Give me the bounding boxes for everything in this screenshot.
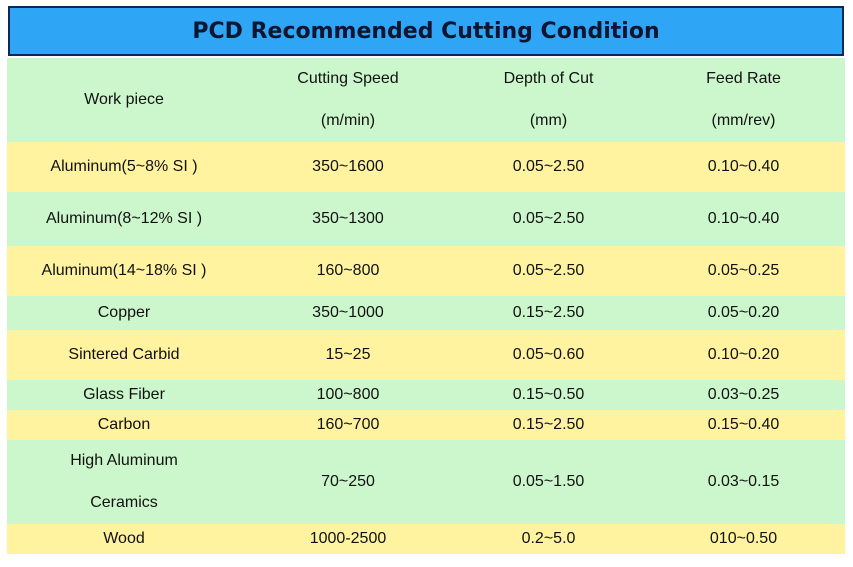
cell-workpiece: Carbon [97, 416, 151, 433]
cell-workpiece: Aluminum(5~8% SI ) [50, 158, 198, 175]
header-workpiece: Work piece [84, 91, 164, 108]
header-cutting-speed-unit: (m/min) [320, 112, 376, 129]
table-row: Glass Fiber 100~800 0.15~0.50 0.03~0.25 [7, 380, 845, 410]
cell-feed-rate: 0.10~0.40 [707, 158, 780, 175]
cell-cutting-speed: 70~250 [321, 473, 375, 490]
table-title: PCD Recommended Cutting Condition [8, 6, 844, 56]
cell-workpiece: Aluminum(14~18% SI ) [41, 262, 207, 279]
header-cutting-speed: Cutting Speed (m/min) [241, 58, 455, 142]
cell-depth-of-cut: 0.15~0.50 [512, 386, 585, 403]
cell-cutting-speed: 160~700 [316, 416, 380, 433]
cell-workpiece: High Aluminum Ceramics [7, 440, 241, 524]
cell-feed-rate: 0.03~0.15 [707, 473, 780, 490]
cell-workpiece: Copper [97, 304, 151, 321]
table-row: High Aluminum Ceramics 70~250 0.05~1.50 … [7, 440, 845, 524]
header-feed-rate-label: Feed Rate [706, 70, 781, 87]
header-depth-of-cut-label: Depth of Cut [503, 70, 594, 87]
cell-feed-rate: 0.10~0.40 [707, 210, 780, 227]
cell-depth-of-cut: 0.05~2.50 [512, 210, 585, 227]
table-header-row: Work piece Cutting Speed (m/min) Depth o… [7, 58, 845, 142]
header-cutting-speed-label: Cutting Speed [297, 70, 399, 87]
cell-cutting-speed: 350~1000 [312, 304, 384, 321]
cell-feed-rate: 0.15~0.40 [707, 416, 780, 433]
cell-depth-of-cut: 0.15~2.50 [512, 304, 585, 321]
cell-feed-rate: 0.03~0.25 [707, 386, 780, 403]
table-row: Copper 350~1000 0.15~2.50 0.05~0.20 [7, 296, 845, 330]
table-row: Sintered Carbid 15~25 0.05~0.60 0.10~0.2… [7, 330, 845, 380]
cell-cutting-speed: 1000-2500 [309, 530, 387, 547]
cell-depth-of-cut: 0.05~1.50 [512, 473, 585, 490]
header-depth-of-cut: Depth of Cut (mm) [455, 58, 642, 142]
cell-depth-of-cut: 0.05~2.50 [512, 158, 585, 175]
cell-feed-rate: 0.10~0.20 [707, 346, 780, 363]
cell-depth-of-cut: 0.15~2.50 [512, 416, 585, 433]
cell-depth-of-cut: 0.05~2.50 [512, 262, 585, 279]
cell-feed-rate: 010~0.50 [709, 530, 778, 547]
header-depth-of-cut-unit: (mm) [529, 112, 568, 129]
cell-cutting-speed: 350~1600 [312, 158, 384, 175]
cell-depth-of-cut: 0.2~5.0 [521, 530, 576, 547]
cell-depth-of-cut: 0.05~0.60 [512, 346, 585, 363]
cell-feed-rate: 0.05~0.20 [707, 304, 780, 321]
cell-cutting-speed: 100~800 [316, 386, 380, 403]
cell-workpiece: Glass Fiber [83, 386, 165, 403]
table-row: Aluminum(14~18% SI ) 160~800 0.05~2.50 0… [7, 246, 845, 296]
cell-workpiece-line: High Aluminum [70, 452, 178, 469]
header-feed-rate: Feed Rate (mm/rev) [642, 58, 845, 142]
cell-cutting-speed: 15~25 [325, 346, 371, 363]
cell-cutting-speed: 160~800 [316, 262, 380, 279]
table-row: Aluminum(5~8% SI ) 350~1600 0.05~2.50 0.… [7, 142, 845, 192]
table-row: Wood 1000-2500 0.2~5.0 010~0.50 [7, 524, 845, 554]
cell-feed-rate: 0.05~0.25 [707, 262, 780, 279]
table-row: Carbon 160~700 0.15~2.50 0.15~0.40 [7, 410, 845, 440]
cell-workpiece-line: Ceramics [90, 494, 158, 511]
table-row: Aluminum(8~12% SI ) 350~1300 0.05~2.50 0… [7, 192, 845, 246]
cell-workpiece: Wood [103, 530, 145, 547]
header-feed-rate-unit: (mm/rev) [711, 112, 776, 129]
cell-workpiece: Sintered Carbid [68, 346, 180, 363]
cutting-condition-table: Work piece Cutting Speed (m/min) Depth o… [7, 58, 845, 554]
cell-cutting-speed: 350~1300 [312, 210, 384, 227]
cell-workpiece: Aluminum(8~12% SI ) [45, 210, 203, 227]
